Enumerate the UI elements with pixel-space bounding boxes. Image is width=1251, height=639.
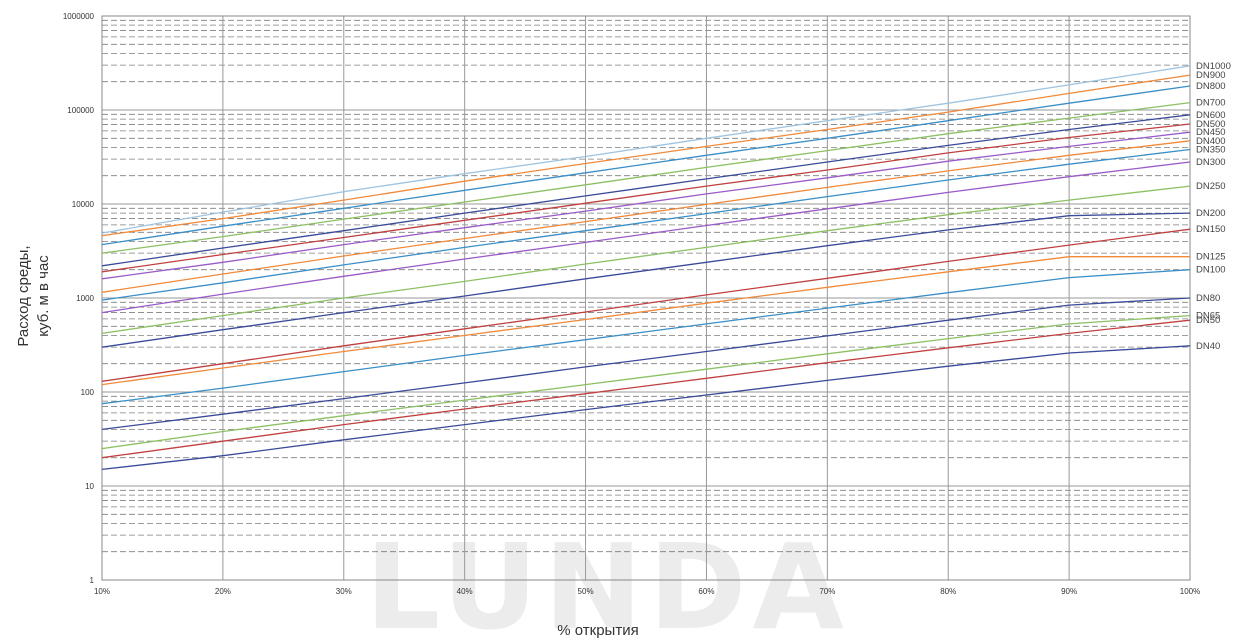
x-tick-labels: 10% 20% 30% 40% 50% 60% 70% 80% 90% 100% <box>94 587 1200 596</box>
y-axis-title-line-2: куб. м в час <box>35 255 52 337</box>
y-tick-label: 100 <box>81 388 95 397</box>
y-tick-label: 100000 <box>67 106 94 115</box>
series-line-dn350 <box>101 148 1191 301</box>
y-tick-label: 1 <box>90 576 95 585</box>
series-label-dn300: DN300 <box>1196 157 1226 168</box>
x-tick-label: 70% <box>819 587 835 596</box>
series-line-dn1000 <box>101 65 1191 234</box>
grid <box>101 15 1191 581</box>
y-tick-label: 10000 <box>72 200 95 209</box>
series-label-dn150: DN150 <box>1196 224 1226 235</box>
series-labels: DN1000DN900DN800DN700DN600DN500DN450DN40… <box>1196 61 1231 352</box>
watermark: LUNDA <box>365 518 850 639</box>
x-tick-label: 20% <box>215 587 231 596</box>
series-line-dn80 <box>101 297 1191 431</box>
series-line-dn800 <box>101 85 1191 246</box>
x-axis-title: % открытия <box>557 622 638 639</box>
x-tick-label: 100% <box>1180 587 1200 596</box>
series-label-dn50: DN50 <box>1196 315 1220 326</box>
series-line-dn700 <box>101 101 1191 254</box>
series-label-dn500: DN500 <box>1196 119 1226 130</box>
x-tick-label: 80% <box>940 587 956 596</box>
series-label-dn1000: DN1000 <box>1196 61 1231 72</box>
series-label-dn900: DN900 <box>1196 70 1226 81</box>
series-line-dn40 <box>101 345 1191 471</box>
x-tick-label: 10% <box>94 587 110 596</box>
series-label-dn400: DN400 <box>1196 136 1226 147</box>
series-label-dn65: DN65 <box>1196 311 1220 322</box>
x-tick-label: 60% <box>698 587 714 596</box>
series-line-dn125 <box>101 256 1190 386</box>
series-line-dn100 <box>101 269 1191 405</box>
series-lines <box>101 65 1191 471</box>
series-label-dn80: DN80 <box>1196 293 1220 304</box>
series-line-dn200 <box>101 212 1191 348</box>
series-line-dn65 <box>101 314 1191 450</box>
series-line-dn450 <box>101 131 1191 280</box>
y-axis-title: Расход среды, куб. м в час <box>15 245 52 346</box>
x-tick-label: 40% <box>457 587 473 596</box>
series-label-dn450: DN450 <box>1196 127 1226 138</box>
y-tick-label: 1000 <box>76 294 94 303</box>
series-label-dn800: DN800 <box>1196 81 1226 92</box>
series-label-dn40: DN40 <box>1196 341 1220 352</box>
x-tick-label: 90% <box>1061 587 1077 596</box>
series-line-dn900 <box>101 74 1191 237</box>
series-label-dn125: DN125 <box>1196 252 1226 263</box>
series-label-dn350: DN350 <box>1196 145 1226 156</box>
series-line-dn500 <box>101 123 1191 273</box>
series-line-dn150 <box>101 228 1191 382</box>
x-tick-label: 50% <box>578 587 594 596</box>
series-line-dn300 <box>101 161 1191 314</box>
x-tick-label: 30% <box>336 587 352 596</box>
series-line-dn600 <box>101 114 1191 267</box>
series-label-dn200: DN200 <box>1196 208 1226 219</box>
series-line-dn250 <box>101 185 1191 335</box>
y-tick-label: 10 <box>85 482 94 491</box>
series-line-dn50 <box>101 319 1191 459</box>
watermark-text: LUNDA <box>365 518 850 639</box>
y-axis-title-line-1: Расход среды, <box>15 245 32 346</box>
series-label-dn700: DN700 <box>1196 98 1226 109</box>
series-label-dn600: DN600 <box>1196 110 1226 121</box>
series-line-dn400 <box>101 140 1191 293</box>
series-label-dn100: DN100 <box>1196 265 1226 276</box>
series-label-dn250: DN250 <box>1196 181 1226 192</box>
y-tick-labels: 1 10 100 1000 10000 100000 1000000 <box>63 12 95 585</box>
y-tick-label: 1000000 <box>63 12 95 21</box>
